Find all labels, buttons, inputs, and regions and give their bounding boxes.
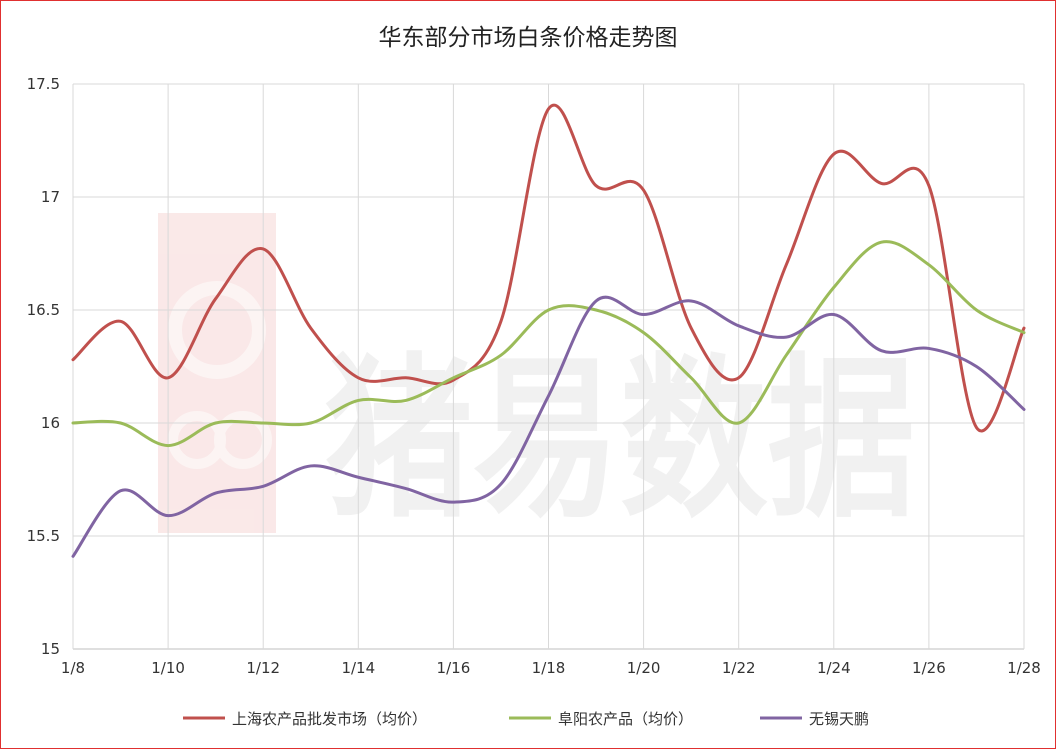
y-axis: 15 15.5 16 16.5 17 17.5 bbox=[27, 75, 60, 658]
legend-label-1: 阜阳农产品（均价） bbox=[558, 710, 693, 728]
legend: 上海农产品批发市场（均价） 阜阳农产品（均价） 无锡天鹏 bbox=[183, 710, 869, 728]
series-lines bbox=[71, 103, 1026, 558]
chart-title: 华东部分市场白条价格走势图 bbox=[379, 25, 678, 51]
y-tick-label: 17.5 bbox=[27, 75, 60, 93]
series-line-2 bbox=[71, 295, 1026, 558]
x-tick-label: 1/18 bbox=[532, 659, 566, 677]
x-tick-label: 1/20 bbox=[627, 659, 661, 677]
x-tick-label: 1/28 bbox=[1007, 659, 1041, 677]
y-tick-label: 16 bbox=[41, 414, 60, 432]
x-tick-label: 1/12 bbox=[246, 659, 280, 677]
watermark-logo: 猪易数据 bbox=[158, 213, 915, 542]
watermark-logo-circle-top bbox=[168, 281, 266, 379]
y-tick-label: 15.5 bbox=[27, 527, 60, 545]
x-axis: 1/8 1/10 1/12 1/14 1/16 1/18 1/20 1/22 1/24 1/26 1… bbox=[61, 659, 1041, 677]
y-tick-label: 17 bbox=[41, 188, 60, 206]
x-tick-label: 1/16 bbox=[437, 659, 471, 677]
watermark-wordmark: 猪易数据 bbox=[325, 339, 915, 542]
x-tick-label: 1/8 bbox=[61, 659, 85, 677]
y-tick-label: 16.5 bbox=[27, 301, 60, 319]
y-tick-label: 15 bbox=[41, 640, 60, 658]
series-line-0 bbox=[71, 103, 1026, 433]
x-tick-label: 1/10 bbox=[151, 659, 185, 677]
x-tick-label: 1/22 bbox=[722, 659, 756, 677]
x-tick-label: 1/24 bbox=[817, 659, 851, 677]
watermark-logo-circle-right bbox=[214, 411, 272, 469]
x-tick-label: 1/26 bbox=[912, 659, 946, 677]
legend-label-2: 无锡天鹏 bbox=[809, 710, 869, 728]
series-line-1 bbox=[71, 240, 1026, 448]
grid bbox=[72, 83, 1025, 650]
x-tick-label: 1/14 bbox=[341, 659, 375, 677]
legend-label-0: 上海农产品批发市场（均价） bbox=[232, 710, 427, 728]
